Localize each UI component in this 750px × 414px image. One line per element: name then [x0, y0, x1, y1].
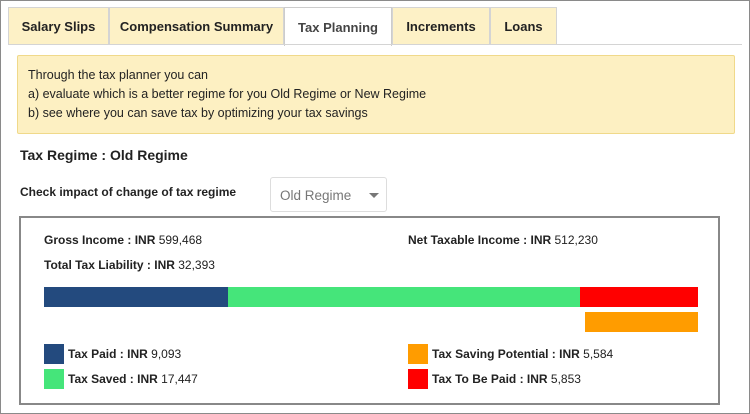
check-impact-label: Check impact of change of tax regime [20, 185, 237, 199]
legend-tax-saving-potential-value: 5,584 [583, 347, 614, 361]
tab-tax-planning[interactable]: Tax Planning [284, 7, 392, 46]
tab-salary-slips[interactable]: Salary Slips [8, 7, 109, 45]
legend-tax-paid-label: Tax Paid : INR [68, 347, 148, 361]
bar-segment-tax-saved [227, 287, 580, 307]
legend-tax-saved-value: 17,447 [161, 372, 198, 386]
total-tax-liability-label: Total Tax Liability : INR [44, 258, 175, 272]
regime-select[interactable]: Old Regime [270, 177, 387, 212]
info-line-1: Through the tax planner you can [28, 68, 208, 82]
net-taxable-income: Net Taxable Income : INR 512,230 [408, 233, 598, 247]
swatch-tax-saved [44, 369, 64, 389]
tab-loans[interactable]: Loans [490, 7, 557, 45]
net-taxable-income-value: 512,230 [554, 233, 598, 247]
legend-tax-saved: Tax Saved : INR 17,447 [44, 369, 198, 389]
info-line-3: b) see where you can save tax by optimiz… [28, 106, 368, 120]
legend-tax-to-be-paid-label: Tax To Be Paid : INR [432, 372, 548, 386]
swatch-tax-saving-potential [408, 344, 428, 364]
legend-tax-to-be-paid-value: 5,853 [550, 372, 581, 386]
bar-tax-saving-potential [585, 312, 698, 332]
tab-compensation-summary[interactable]: Compensation Summary [109, 7, 284, 45]
gross-income: Gross Income : INR 599,468 [44, 233, 202, 247]
net-taxable-income-label: Net Taxable Income : INR [408, 233, 552, 247]
swatch-tax-paid [44, 344, 64, 364]
regime-select-value: Old Regime [280, 188, 352, 203]
chevron-down-icon [369, 193, 379, 198]
legend-tax-paid-value: 9,093 [151, 347, 182, 361]
tab-increments[interactable]: Increments [392, 7, 490, 45]
tabs-divider [8, 44, 742, 45]
total-tax-liability-value: 32,393 [178, 258, 215, 272]
total-tax-liability: Total Tax Liability : INR 32,393 [44, 258, 215, 272]
gross-income-label: Gross Income : INR [44, 233, 156, 247]
bar-segment-tax-paid [44, 287, 228, 307]
tax-summary-panel [19, 216, 720, 405]
legend-tax-saving-potential-label: Tax Saving Potential : INR [432, 347, 580, 361]
info-banner: Through the tax planner you can a) evalu… [17, 55, 735, 134]
swatch-tax-to-be-paid [408, 369, 428, 389]
bar-segment-tax-to-be-paid [579, 287, 698, 307]
tax-regime-title: Tax Regime : Old Regime [20, 147, 188, 163]
legend-tax-to-be-paid: Tax To Be Paid : INR 5,853 [408, 369, 581, 389]
legend-tax-paid: Tax Paid : INR 9,093 [44, 344, 181, 364]
info-line-2: a) evaluate which is a better regime for… [28, 87, 427, 101]
tab-bar: Salary Slips Compensation Summary Tax Pl… [8, 7, 557, 46]
legend-tax-saved-label: Tax Saved : INR [68, 372, 158, 386]
legend-tax-saving-potential: Tax Saving Potential : INR 5,584 [408, 344, 613, 364]
gross-income-value: 599,468 [158, 233, 203, 247]
